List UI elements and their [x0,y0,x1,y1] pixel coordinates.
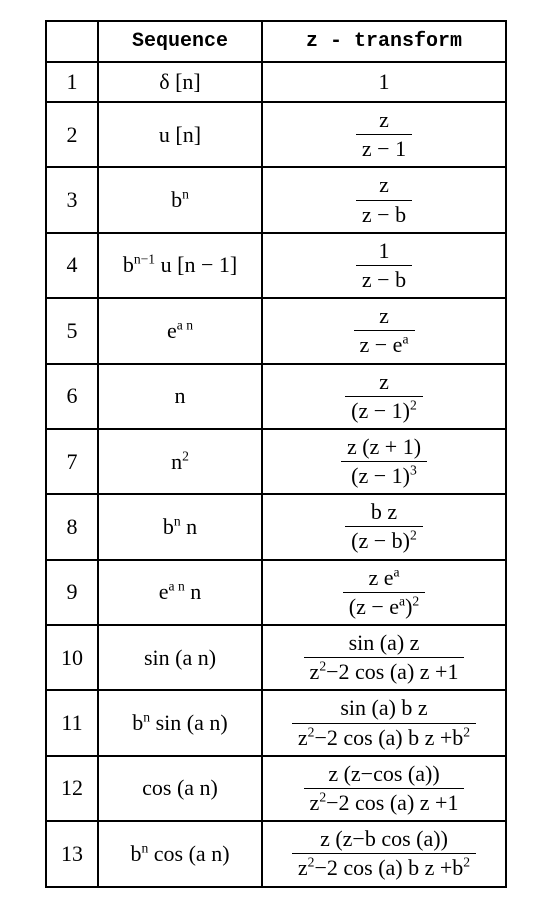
denominator: (z − 1)3 [341,462,427,489]
fraction: z (z−cos (a))z2−2 cos (a) z +1 [304,761,465,816]
ztransform-cell: 1 [262,62,506,102]
table-row: 2u [n] zz − 1 [46,102,506,167]
header-ztransform: z - transform [262,21,506,62]
numerator: b z [345,499,423,527]
fraction: z(z − 1)2 [345,369,423,424]
numerator: sin (a) z [304,630,465,658]
fraction: zz − ea [354,303,415,358]
denominator: z2−2 cos (a) b z +b2 [292,724,476,751]
numerator: 1 [356,238,412,266]
sequence-cell: sin (a n) [98,625,262,690]
row-index: 12 [46,756,98,821]
table-body: 1δ [n]12u [n]zz − 13bnzz − b4bn−1 u [n −… [46,62,506,887]
table-row: 11bn sin (a n) sin (a) b zz2−2 cos (a) b … [46,690,506,755]
row-index: 9 [46,560,98,625]
header-index [46,21,98,62]
sequence-cell: bn−1 u [n − 1] [98,233,262,298]
ztransform-cell: sin (a) zz2−2 cos (a) z +1 [262,625,506,690]
row-index: 1 [46,62,98,102]
row-index: 2 [46,102,98,167]
sequence-cell: n [98,364,262,429]
header-row: Sequence z - transform [46,21,506,62]
ztransform-cell: z (z−b cos (a))z2−2 cos (a) b z +b2 [262,821,506,886]
row-index: 10 [46,625,98,690]
ztransform-cell: z(z − 1)2 [262,364,506,429]
sequence-cell: bn cos (a n) [98,821,262,886]
sequence-cell: u [n] [98,102,262,167]
numerator: z ea [343,565,425,593]
numerator: z [356,172,412,200]
row-index: 8 [46,494,98,559]
fraction: zz − b [356,172,412,227]
fraction: 1z − b [356,238,412,293]
table-head: Sequence z - transform [46,21,506,62]
table-row: 10sin (a n) sin (a) zz2−2 cos (a) z +1 [46,625,506,690]
numerator: z [356,107,412,135]
ztransform-cell: b z(z − b)2 [262,494,506,559]
denominator: z2−2 cos (a) z +1 [304,658,465,685]
numerator: z (z−b cos (a)) [292,826,476,854]
row-index: 11 [46,690,98,755]
fraction: sin (a) zz2−2 cos (a) z +1 [304,630,465,685]
table-row: 7n2 z (z + 1)(z − 1)3 [46,429,506,494]
header-sequence: Sequence [98,21,262,62]
sequence-cell: bn n [98,494,262,559]
sequence-cell: n2 [98,429,262,494]
table-row: 5ea n zz − ea [46,298,506,363]
ztransform-cell: sin (a) b zz2−2 cos (a) b z +b2 [262,690,506,755]
table-row: 9ea n n z ea(z − ea)2 [46,560,506,625]
ztransform-cell: zz − b [262,167,506,232]
row-index: 7 [46,429,98,494]
table-row: 8bn n b z(z − b)2 [46,494,506,559]
denominator: z − b [356,266,412,293]
z-transform-table: Sequence z - transform 1δ [n]12u [n]zz −… [45,20,507,888]
sequence-cell: bn [98,167,262,232]
numerator: z [354,303,415,331]
ztransform-cell: z ea(z − ea)2 [262,560,506,625]
denominator: z − 1 [356,135,412,162]
row-index: 13 [46,821,98,886]
ztransform-cell: z (z + 1)(z − 1)3 [262,429,506,494]
fraction: z ea(z − ea)2 [343,565,425,620]
denominator: (z − 1)2 [345,397,423,424]
denominator: (z − ea)2 [343,593,425,620]
denominator: (z − b)2 [345,527,423,554]
ztransform-cell: zz − 1 [262,102,506,167]
ztransform-cell: zz − ea [262,298,506,363]
fraction: b z(z − b)2 [345,499,423,554]
sequence-cell: ea n n [98,560,262,625]
numerator: z (z + 1) [341,434,427,462]
row-index: 6 [46,364,98,429]
table-row: 6n z(z − 1)2 [46,364,506,429]
table-row: 3bn zz − b [46,167,506,232]
ztransform-cell: z (z−cos (a))z2−2 cos (a) z +1 [262,756,506,821]
table-row: 13bn cos (a n) z (z−b cos (a))z2−2 cos (a… [46,821,506,886]
table-row: 12cos (a n) z (z−cos (a))z2−2 cos (a) z +… [46,756,506,821]
row-index: 4 [46,233,98,298]
sequence-cell: bn sin (a n) [98,690,262,755]
sequence-cell: δ [n] [98,62,262,102]
table-row: 1δ [n]1 [46,62,506,102]
sequence-cell: cos (a n) [98,756,262,821]
table-row: 4bn−1 u [n − 1] 1z − b [46,233,506,298]
fraction: z (z + 1)(z − 1)3 [341,434,427,489]
sequence-cell: ea n [98,298,262,363]
fraction: sin (a) b zz2−2 cos (a) b z +b2 [292,695,476,750]
ztransform-cell: 1z − b [262,233,506,298]
denominator: z2−2 cos (a) z +1 [304,789,465,816]
row-index: 3 [46,167,98,232]
denominator: z − b [356,201,412,228]
fraction: zz − 1 [356,107,412,162]
denominator: z − ea [354,331,415,358]
row-index: 5 [46,298,98,363]
fraction: z (z−b cos (a))z2−2 cos (a) b z +b2 [292,826,476,881]
numerator: sin (a) b z [292,695,476,723]
denominator: z2−2 cos (a) b z +b2 [292,854,476,881]
numerator: z [345,369,423,397]
